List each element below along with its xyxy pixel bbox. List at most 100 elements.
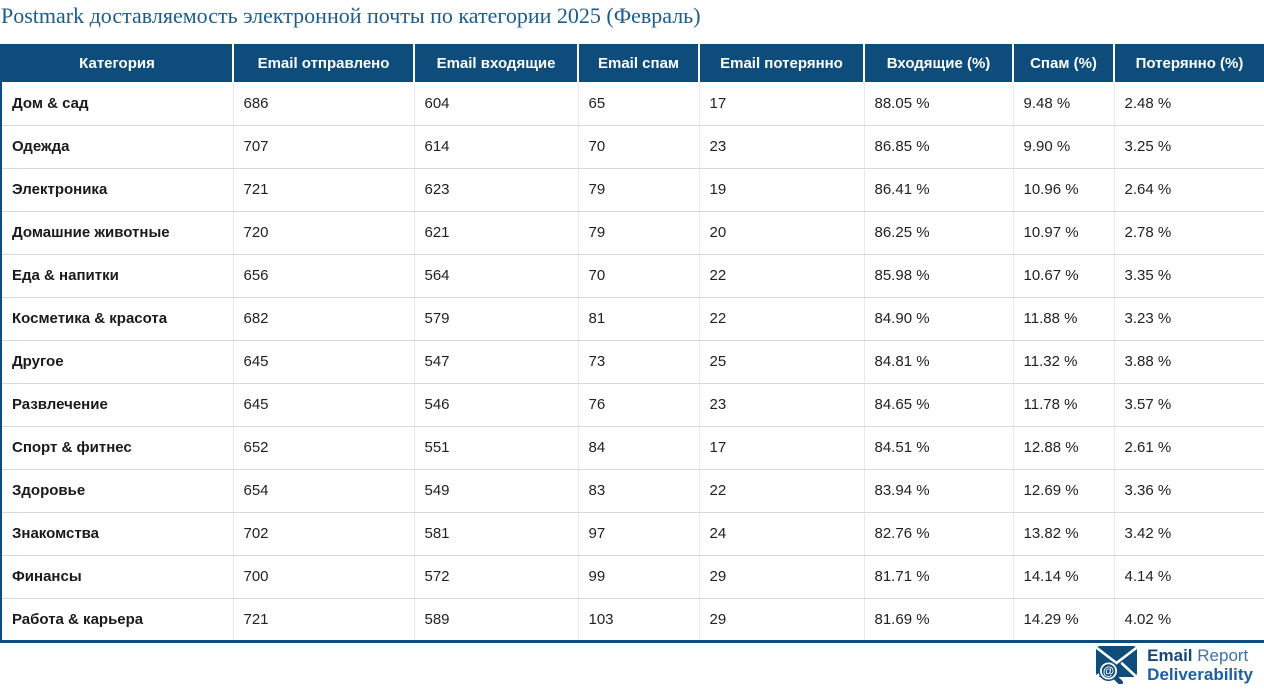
cell-category: Знакомства <box>1 512 234 556</box>
table-body: Дом & сад 686 604 65 17 88.05 % 9.48 % 2… <box>1 82 1264 641</box>
cell-spam-percent: 12.88 % <box>1013 426 1115 470</box>
cell-category: Финансы <box>1 555 234 599</box>
cell-email-inbox: 564 <box>414 254 579 298</box>
cell-lost-percent: 2.48 % <box>1114 82 1264 126</box>
table-header: Категория Email отправлено Email входящи… <box>1 44 1264 82</box>
cell-email-sent: 645 <box>233 340 415 384</box>
cell-inbox-percent: 86.85 % <box>864 125 1014 169</box>
cell-email-sent: 682 <box>233 297 415 341</box>
cell-spam-percent: 9.90 % <box>1013 125 1115 169</box>
cell-email-spam: 79 <box>578 211 700 255</box>
cell-email-inbox: 572 <box>414 555 579 599</box>
cell-email-inbox: 549 <box>414 469 579 513</box>
cell-lost-percent: 2.64 % <box>1114 168 1264 212</box>
col-header-email-lost: Email потерянно <box>699 44 865 82</box>
cell-lost-percent: 3.88 % <box>1114 340 1264 384</box>
cell-category: Дом & сад <box>1 82 234 126</box>
cell-email-inbox: 621 <box>414 211 579 255</box>
cell-category: Электроника <box>1 168 234 212</box>
cell-email-spam: 84 <box>578 426 700 470</box>
cell-email-sent: 686 <box>233 82 415 126</box>
cell-email-sent: 645 <box>233 383 415 427</box>
cell-email-lost: 23 <box>699 125 865 169</box>
cell-lost-percent: 3.35 % <box>1114 254 1264 298</box>
col-header-category: Категория <box>1 44 234 82</box>
cell-lost-percent: 2.78 % <box>1114 211 1264 255</box>
cell-inbox-percent: 88.05 % <box>864 82 1014 126</box>
cell-lost-percent: 4.14 % <box>1114 555 1264 599</box>
cell-email-sent: 702 <box>233 512 415 556</box>
cell-email-spam: 99 <box>578 555 700 599</box>
col-header-email-sent: Email отправлено <box>233 44 415 82</box>
cell-spam-percent: 14.14 % <box>1013 555 1115 599</box>
cell-email-lost: 24 <box>699 512 865 556</box>
cell-email-sent: 652 <box>233 426 415 470</box>
cell-inbox-percent: 84.65 % <box>864 383 1014 427</box>
brand-name-line2: Deliverability <box>1147 664 1253 684</box>
cell-lost-percent: 2.61 % <box>1114 426 1264 470</box>
cell-spam-percent: 13.82 % <box>1013 512 1115 556</box>
cell-lost-percent: 3.25 % <box>1114 125 1264 169</box>
cell-email-spam: 97 <box>578 512 700 556</box>
cell-lost-percent: 4.02 % <box>1114 598 1264 641</box>
cell-email-spam: 76 <box>578 383 700 427</box>
col-header-email-inbox: Email входящие <box>414 44 579 82</box>
cell-email-lost: 17 <box>699 82 865 126</box>
table-row: Одежда 707 614 70 23 86.85 % 9.90 % 3.25… <box>1 125 1264 169</box>
cell-inbox-percent: 84.51 % <box>864 426 1014 470</box>
cell-inbox-percent: 81.69 % <box>864 598 1014 641</box>
cell-email-spam: 83 <box>578 469 700 513</box>
col-header-spam-percent: Спам (%) <box>1013 44 1115 82</box>
brand-name-line1: Email Report <box>1147 645 1249 665</box>
cell-email-inbox: 614 <box>414 125 579 169</box>
cell-spam-percent: 12.69 % <box>1013 469 1115 513</box>
table-row: Финансы 700 572 99 29 81.71 % 14.14 % 4.… <box>1 555 1264 599</box>
cell-email-sent: 721 <box>233 598 415 641</box>
header-row: Категория Email отправлено Email входящи… <box>1 44 1264 82</box>
cell-email-spam: 70 <box>578 125 700 169</box>
cell-email-lost: 17 <box>699 426 865 470</box>
table-row: Знакомства 702 581 97 24 82.76 % 13.82 %… <box>1 512 1264 556</box>
cell-email-sent: 721 <box>233 168 415 212</box>
cell-email-sent: 700 <box>233 555 415 599</box>
cell-lost-percent: 3.23 % <box>1114 297 1264 341</box>
cell-email-lost: 22 <box>699 297 865 341</box>
cell-email-lost: 20 <box>699 211 865 255</box>
table-row: Косметика & красота 682 579 81 22 84.90 … <box>1 297 1264 341</box>
cell-lost-percent: 3.36 % <box>1114 469 1264 513</box>
cell-spam-percent: 11.88 % <box>1013 297 1115 341</box>
cell-inbox-percent: 84.81 % <box>864 340 1014 384</box>
table-row: Работа & карьера 721 589 103 29 81.69 % … <box>1 598 1264 641</box>
cell-email-spam: 70 <box>578 254 700 298</box>
cell-email-lost: 22 <box>699 254 865 298</box>
brand-logo-text: Email Report Deliverability <box>1147 646 1253 684</box>
cell-inbox-percent: 81.71 % <box>864 555 1014 599</box>
cell-email-inbox: 546 <box>414 383 579 427</box>
cell-spam-percent: 14.29 % <box>1013 598 1115 641</box>
cell-inbox-percent: 86.25 % <box>864 211 1014 255</box>
table-row: Электроника 721 623 79 19 86.41 % 10.96 … <box>1 168 1264 212</box>
cell-category: Еда & напитки <box>1 254 234 298</box>
cell-category: Здоровье <box>1 469 234 513</box>
cell-spam-percent: 10.67 % <box>1013 254 1115 298</box>
cell-email-sent: 654 <box>233 469 415 513</box>
table-row: Здоровье 654 549 83 22 83.94 % 12.69 % 3… <box>1 469 1264 513</box>
cell-email-sent: 707 <box>233 125 415 169</box>
cell-email-lost: 23 <box>699 383 865 427</box>
cell-inbox-percent: 83.94 % <box>864 469 1014 513</box>
cell-category: Домашние животные <box>1 211 234 255</box>
cell-email-inbox: 604 <box>414 82 579 126</box>
cell-spam-percent: 10.97 % <box>1013 211 1115 255</box>
cell-email-lost: 29 <box>699 598 865 641</box>
cell-spam-percent: 9.48 % <box>1013 82 1115 126</box>
cell-category: Работа & карьера <box>1 598 234 641</box>
cell-category: Одежда <box>1 125 234 169</box>
cell-email-lost: 29 <box>699 555 865 599</box>
cell-category: Косметика & красота <box>1 297 234 341</box>
cell-category: Другое <box>1 340 234 384</box>
brand-logo: @ Email Report Deliverability <box>1095 645 1253 685</box>
table-row: Домашние животные 720 621 79 20 86.25 % … <box>1 211 1264 255</box>
cell-email-lost: 19 <box>699 168 865 212</box>
cell-email-lost: 25 <box>699 340 865 384</box>
table-row: Дом & сад 686 604 65 17 88.05 % 9.48 % 2… <box>1 82 1264 126</box>
